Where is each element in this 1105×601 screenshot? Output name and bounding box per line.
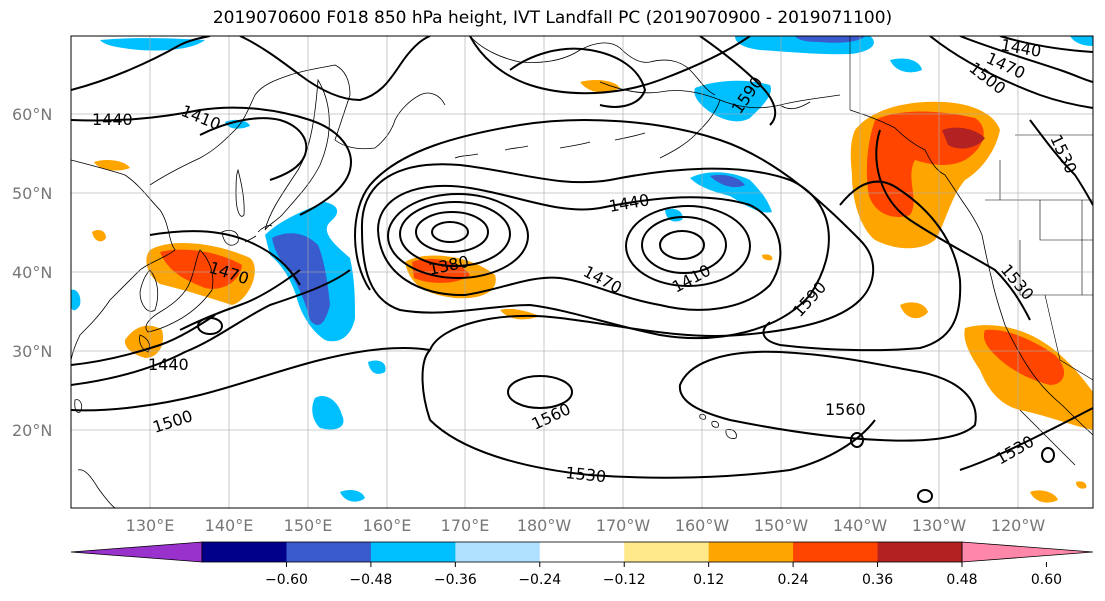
lon-label: 130°E — [126, 516, 175, 535]
colorbar-extend-high — [961, 541, 1094, 563]
colorbar-segment — [455, 542, 541, 562]
lon-label: 120°W — [991, 516, 1046, 535]
colorbar-tick-label: −0.24 — [518, 572, 561, 588]
map-title: 2019070600 F018 850 hPa height, IVT Land… — [212, 8, 893, 28]
lat-label: 40°N — [12, 263, 52, 282]
colorbar-tick-label: 0.36 — [862, 572, 893, 588]
colorbar-segment — [793, 542, 879, 562]
lon-label: 140°E — [205, 516, 254, 535]
colorbar-segment — [370, 542, 456, 562]
lon-label: 130°W — [912, 516, 967, 535]
colorbar-tick-label: −0.60 — [265, 572, 308, 588]
map-frame — [70, 35, 1094, 509]
colorbar-segment — [286, 542, 372, 562]
colorbar-segment — [202, 542, 287, 562]
political-borders — [849, 36, 1093, 381]
colorbar-segment — [877, 542, 963, 562]
height-contours — [71, 36, 1093, 503]
contour-label: 1560 — [825, 400, 866, 419]
lon-label: 170°W — [596, 516, 651, 535]
lon-label: 160°E — [363, 516, 412, 535]
lon-label: 180°W — [517, 516, 572, 535]
colorbar-tick-label: 0.60 — [1031, 572, 1062, 588]
coastlines — [71, 36, 1093, 508]
colorbar-tick-label: 0.48 — [946, 572, 977, 588]
contour-label: 1530 — [565, 463, 607, 486]
colorbar: −0.60 −0.48 −0.36 −0.24 −0.12 0.12 0.24 0.36 0.4… — [70, 541, 1094, 588]
lat-label: 20°N — [12, 421, 52, 440]
lon-label: 170°E — [441, 516, 490, 535]
colorbar-segment — [539, 542, 625, 562]
latitude-labels: 60°N 50°N 40°N 30°N 20°N — [12, 105, 52, 440]
longitude-labels: 130°E 140°E 150°E 160°E 170°E 180°W 170°… — [126, 516, 1046, 535]
lat-label: 30°N — [12, 342, 52, 361]
lon-label: 140°W — [833, 516, 888, 535]
lon-label: 150°E — [284, 516, 333, 535]
colorbar-tick-label: −0.36 — [434, 572, 477, 588]
lon-label: 160°W — [675, 516, 730, 535]
colorbar-outline — [201, 541, 963, 563]
colorbar-segment — [624, 542, 710, 562]
lat-label: 50°N — [12, 184, 52, 203]
lat-label: 60°N — [12, 105, 52, 124]
gridlines — [71, 36, 1093, 508]
contour-label: 1440 — [148, 355, 189, 374]
colorbar-segment — [708, 542, 794, 562]
colorbar-tick-label: 0.12 — [693, 572, 724, 588]
colorbar-tick-label: 0.24 — [778, 572, 809, 588]
lon-label: 150°W — [754, 516, 809, 535]
contour-label: 1440 — [92, 110, 133, 129]
colorbar-extend-low — [70, 541, 203, 563]
colorbar-tick-label: −0.12 — [603, 572, 646, 588]
colorbar-tick-label: −0.48 — [349, 572, 392, 588]
